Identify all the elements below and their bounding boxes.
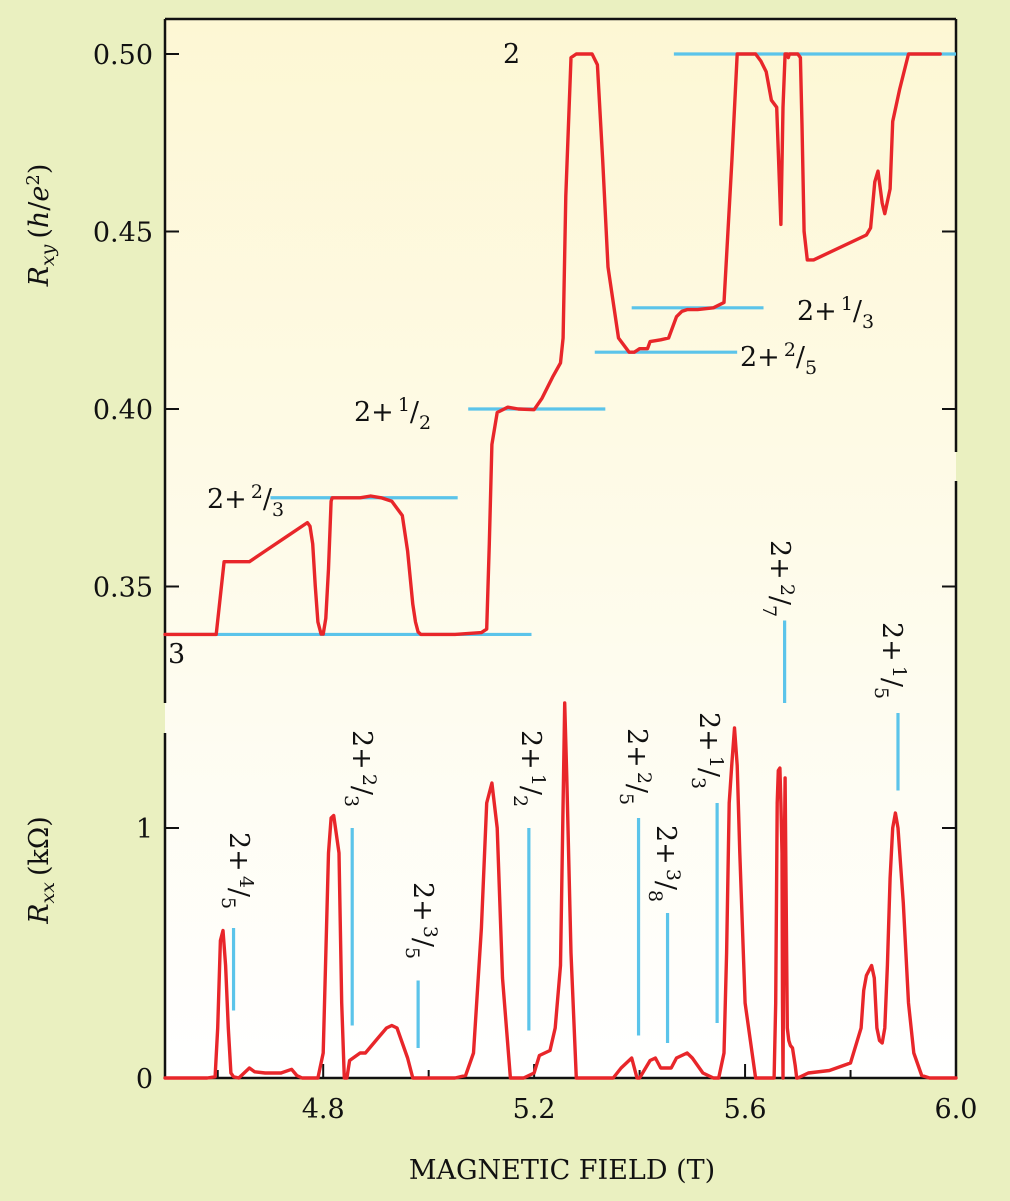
minimum-label: 2+3/5 [401,882,441,959]
y-axis-title-top: Rxy(h/e2) [23,164,59,288]
y-tick-label-top: 0.50 [93,40,153,71]
plateau-label: 2 [503,39,520,70]
y-tick-label-top: 0.40 [93,395,153,426]
rxy-curve [163,52,942,637]
plateau-label: 2+ 1/3 [797,293,874,333]
minimum-label: 2+4/5 [217,832,257,909]
minimum-label: 2+2/7 [758,540,798,617]
minimum-label: 2+3/8 [644,825,684,902]
y-axis-title-bottom: Rxx(kΩ) [24,816,59,925]
x-tick-label: 5.6 [724,1094,767,1125]
y-tick-label-bottom: 1 [136,814,153,845]
tick-labels: 0.35 0.40 0.45 0.50 0 1 4.8 5.2 5.6 6.0 [93,40,978,1125]
data-curves [163,52,958,1080]
annotations: 3 2+ 2/3 2+ 1/2 2+ 2/5 2+ 1/3 2 2+4/5 2+2/3 2+3/5 2+1… [168,39,910,959]
plot-frame [163,17,958,1080]
minimum-label: 2+1/3 [687,712,727,789]
plateau-label: 3 [168,639,185,670]
minimum-label: 2+2/3 [340,730,380,807]
plateau-label: 2+ 2/5 [740,339,817,379]
y-tick-label-top: 0.35 [93,573,153,604]
minimum-label: 2+1/2 [509,730,549,807]
x-tick-label: 6.0 [935,1094,978,1125]
rxx-curve [163,701,958,1080]
plateau-label: 2+ 2/3 [207,481,284,521]
y-tick-label-bottom: 0 [136,1064,153,1095]
minimum-label: 2+2/5 [615,728,655,805]
y-tick-label-top: 0.45 [93,218,153,249]
x-axis-title: MAGNETIC FIELD (T) [409,1155,715,1186]
minimum-label: 2+1/5 [870,622,910,699]
plateau-label: 2+ 1/2 [354,394,431,434]
x-tick-label: 4.8 [302,1094,345,1125]
x-tick-label: 5.2 [513,1094,556,1125]
